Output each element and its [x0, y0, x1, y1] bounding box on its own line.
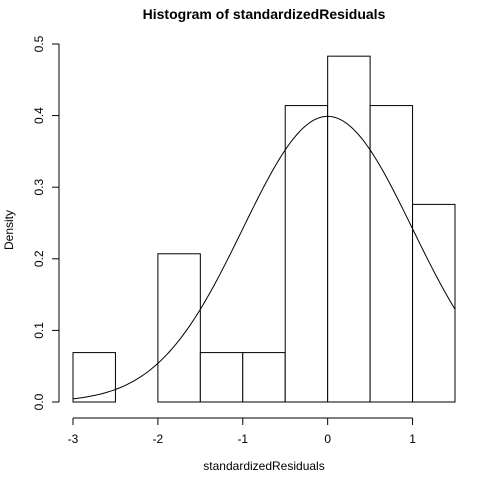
y-tick-label: 0.0 — [32, 393, 46, 410]
y-tick-label: 0.1 — [32, 322, 46, 339]
histogram-bar — [284, 105, 329, 403]
histogram-bar — [327, 55, 371, 403]
x-axis-label: standardizedResiduals — [203, 459, 324, 473]
x-tick-label: 0 — [324, 432, 331, 446]
y-tick-label: 0.4 — [32, 107, 46, 124]
chart-title: Histogram of standardizedResiduals — [143, 6, 386, 22]
histogram-bar — [199, 352, 244, 403]
histogram-bar — [242, 352, 286, 403]
normal-density-curve — [72, 115, 456, 400]
x-tick-label: -1 — [237, 432, 248, 446]
y-tick-label: 0.5 — [32, 35, 46, 52]
y-tick-label: 0.3 — [32, 179, 46, 196]
x-tick-label: -2 — [153, 432, 164, 446]
histogram-bar — [412, 203, 456, 403]
x-tick-label: -3 — [68, 432, 79, 446]
histogram-bar — [72, 352, 116, 403]
x-tick-label: 1 — [409, 432, 416, 446]
histogram-bar — [157, 253, 201, 403]
bars-layer — [72, 55, 456, 403]
y-axis: 0.0 0.1 0.2 0.3 0.4 0.5 — [32, 35, 60, 410]
y-axis-label: Density — [2, 210, 16, 250]
y-tick-label: 0.2 — [32, 250, 46, 267]
x-axis: -3 -2 -1 0 1 — [68, 417, 416, 446]
histogram-bar — [369, 105, 414, 403]
